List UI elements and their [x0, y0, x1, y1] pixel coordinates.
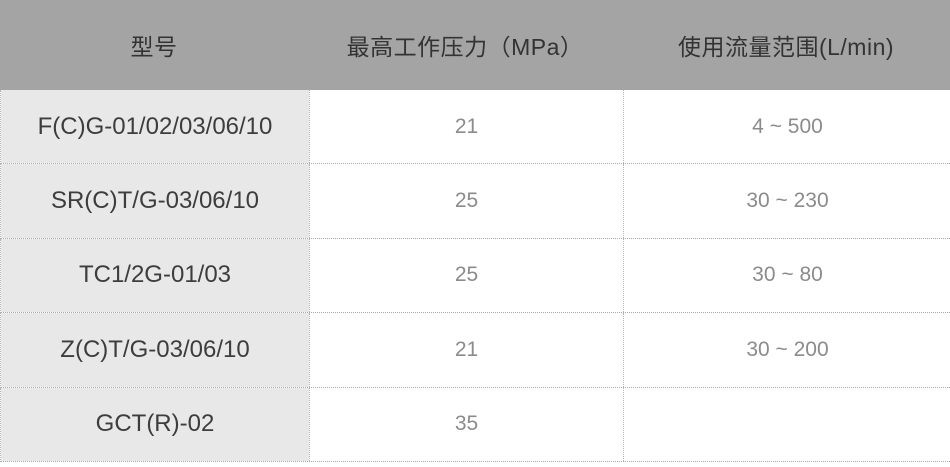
pressure-cell: 21	[309, 90, 623, 164]
table-row: SR(C)T/G-03/06/10 25 30 ~ 230	[0, 164, 950, 239]
model-cell: TC1/2G-01/03	[1, 238, 309, 313]
model-cell: SR(C)T/G-03/06/10	[1, 164, 309, 238]
flow-cell: 30 ~ 230	[623, 164, 950, 238]
pressure-cell: 25	[309, 164, 623, 238]
header-cell-max-pressure: 最高工作压力（MPa）	[346, 34, 584, 60]
pressure-cell: 35	[309, 387, 623, 461]
flow-cell: 4 ~ 500	[623, 90, 950, 164]
flow-cell: 30 ~ 200	[623, 313, 950, 387]
pressure-cell: 21	[309, 313, 623, 387]
model-cell: GCT(R)-02	[1, 387, 309, 461]
table-header-row: 型号 最高工作压力（MPa） 使用流量范围(L/min)	[0, 0, 950, 90]
table-row: GCT(R)-02 35	[0, 387, 950, 462]
flow-cell	[623, 387, 950, 461]
flow-cell: 30 ~ 80	[623, 238, 950, 313]
header-cell-flow-range: 使用流量范围(L/min)	[677, 34, 895, 60]
pressure-cell: 25	[309, 238, 623, 313]
model-cell: F(C)G-01/02/03/06/10	[1, 90, 309, 164]
table-row: TC1/2G-01/03 25 30 ~ 80	[0, 238, 950, 314]
header-cell-model: 型号	[130, 34, 178, 60]
table-row: F(C)G-01/02/03/06/10 21 4 ~ 500	[0, 90, 950, 165]
model-cell: Z(C)T/G-03/06/10	[1, 313, 309, 387]
table-row: Z(C)T/G-03/06/10 21 30 ~ 200	[0, 313, 950, 388]
